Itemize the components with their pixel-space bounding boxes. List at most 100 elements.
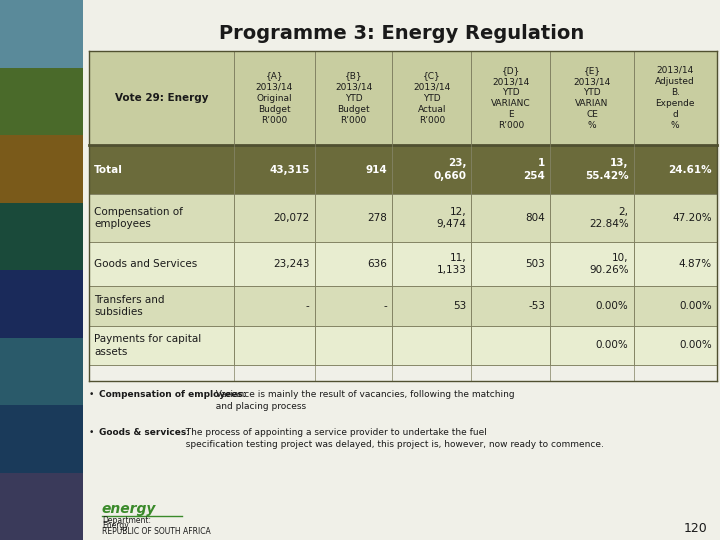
Text: 636: 636: [367, 259, 387, 269]
Text: Goods & services:: Goods & services:: [99, 428, 189, 437]
Text: 0.00%: 0.00%: [679, 340, 711, 350]
Text: {E}
2013/14
YTD
VARIAN
CE
%: {E} 2013/14 YTD VARIAN CE %: [573, 66, 611, 131]
Text: Compensation of
employees: Compensation of employees: [94, 207, 183, 229]
Bar: [234, 286, 315, 326]
Bar: [315, 145, 392, 194]
Bar: [472, 242, 550, 286]
Text: {A}
2013/14
Original
Budget
R’000: {A} 2013/14 Original Budget R’000: [256, 71, 293, 125]
Text: 914: 914: [366, 165, 387, 174]
Text: -53: -53: [528, 301, 545, 311]
Text: 12,
9,474: 12, 9,474: [436, 207, 467, 229]
Text: Energy: Energy: [102, 521, 129, 530]
Bar: [472, 286, 550, 326]
Bar: [634, 326, 717, 365]
Text: REPUBLIC OF SOUTH AFRICA: REPUBLIC OF SOUTH AFRICA: [102, 526, 211, 536]
Text: Total: Total: [94, 165, 123, 174]
Bar: [0, 472, 83, 540]
Bar: [550, 194, 634, 242]
Bar: [392, 326, 472, 365]
Bar: [550, 51, 634, 145]
Bar: [0, 338, 83, 405]
Text: -: -: [306, 301, 310, 311]
Bar: [234, 326, 315, 365]
Text: 0.00%: 0.00%: [595, 340, 629, 350]
Bar: [0, 0, 83, 68]
Text: 0.00%: 0.00%: [595, 301, 629, 311]
Text: Payments for capital
assets: Payments for capital assets: [94, 334, 202, 356]
Bar: [550, 286, 634, 326]
Bar: [315, 326, 392, 365]
Bar: [392, 194, 472, 242]
Text: Goods and Services: Goods and Services: [94, 259, 197, 269]
Bar: [472, 326, 550, 365]
Text: {B}
2013/14
YTD
Budget
R’000: {B} 2013/14 YTD Budget R’000: [335, 71, 372, 125]
Text: 278: 278: [367, 213, 387, 223]
Bar: [550, 242, 634, 286]
Bar: [634, 242, 717, 286]
Bar: [472, 51, 550, 145]
Bar: [234, 51, 315, 145]
Bar: [315, 194, 392, 242]
Bar: [550, 326, 634, 365]
Bar: [550, 145, 634, 194]
Bar: [392, 145, 472, 194]
Bar: [89, 326, 234, 365]
Bar: [315, 51, 392, 145]
Text: 10,
90.26%: 10, 90.26%: [589, 253, 629, 275]
Bar: [89, 286, 234, 326]
Text: •: •: [89, 428, 97, 437]
Text: energy: energy: [102, 502, 156, 516]
Text: 24.61%: 24.61%: [668, 165, 711, 174]
Text: {D}
2013/14
YTD
VARIANC
E
R’000: {D} 2013/14 YTD VARIANC E R’000: [491, 66, 531, 131]
Text: Compensation of employees:: Compensation of employees:: [99, 390, 246, 400]
Bar: [0, 405, 83, 472]
Bar: [234, 242, 315, 286]
Bar: [315, 242, 392, 286]
Text: 120: 120: [683, 522, 707, 535]
Bar: [0, 202, 83, 270]
Bar: [392, 286, 472, 326]
Text: 47.20%: 47.20%: [672, 213, 711, 223]
Text: 13,
55.42%: 13, 55.42%: [585, 158, 629, 181]
Text: •: •: [89, 390, 97, 400]
Bar: [392, 51, 472, 145]
Text: Department:: Department:: [102, 516, 151, 525]
Bar: [634, 194, 717, 242]
Text: 4.87%: 4.87%: [678, 259, 711, 269]
Text: 20,072: 20,072: [274, 213, 310, 223]
Text: 2,
22.84%: 2, 22.84%: [589, 207, 629, 229]
Text: Programme 3: Energy Regulation: Programme 3: Energy Regulation: [219, 24, 584, 43]
Text: 23,243: 23,243: [274, 259, 310, 269]
Bar: [89, 51, 234, 145]
Text: Transfers and
subsidies: Transfers and subsidies: [94, 295, 165, 317]
Bar: [89, 242, 234, 286]
Text: 503: 503: [526, 259, 545, 269]
Bar: [0, 68, 83, 135]
Text: 11,
1,133: 11, 1,133: [436, 253, 467, 275]
Bar: [234, 194, 315, 242]
Text: Vote 29: Energy: Vote 29: Energy: [114, 93, 208, 103]
Text: 1
254: 1 254: [523, 158, 545, 181]
Text: Variance is mainly the result of vacancies, following the matching
  and placing: Variance is mainly the result of vacanci…: [210, 390, 515, 411]
Text: 53: 53: [453, 301, 467, 311]
Text: {C}
2013/14
YTD
Actual
R’000: {C} 2013/14 YTD Actual R’000: [413, 71, 451, 125]
Text: 23,
0,660: 23, 0,660: [433, 158, 467, 181]
Bar: [392, 242, 472, 286]
Text: The process of appointing a service provider to undertake the fuel
  specificati: The process of appointing a service prov…: [180, 428, 604, 449]
Bar: [634, 145, 717, 194]
Bar: [634, 286, 717, 326]
Text: -: -: [384, 301, 387, 311]
Bar: [315, 286, 392, 326]
Bar: [634, 51, 717, 145]
Bar: [0, 270, 83, 338]
Text: 43,315: 43,315: [269, 165, 310, 174]
Bar: [89, 194, 234, 242]
Bar: [0, 135, 83, 202]
Bar: [472, 145, 550, 194]
Text: 2013/14
Adjusted
B.
Expende
d
%: 2013/14 Adjusted B. Expende d %: [655, 66, 695, 131]
Text: 0.00%: 0.00%: [679, 301, 711, 311]
Bar: [472, 194, 550, 242]
Bar: [234, 145, 315, 194]
Bar: [89, 145, 234, 194]
Text: 804: 804: [526, 213, 545, 223]
